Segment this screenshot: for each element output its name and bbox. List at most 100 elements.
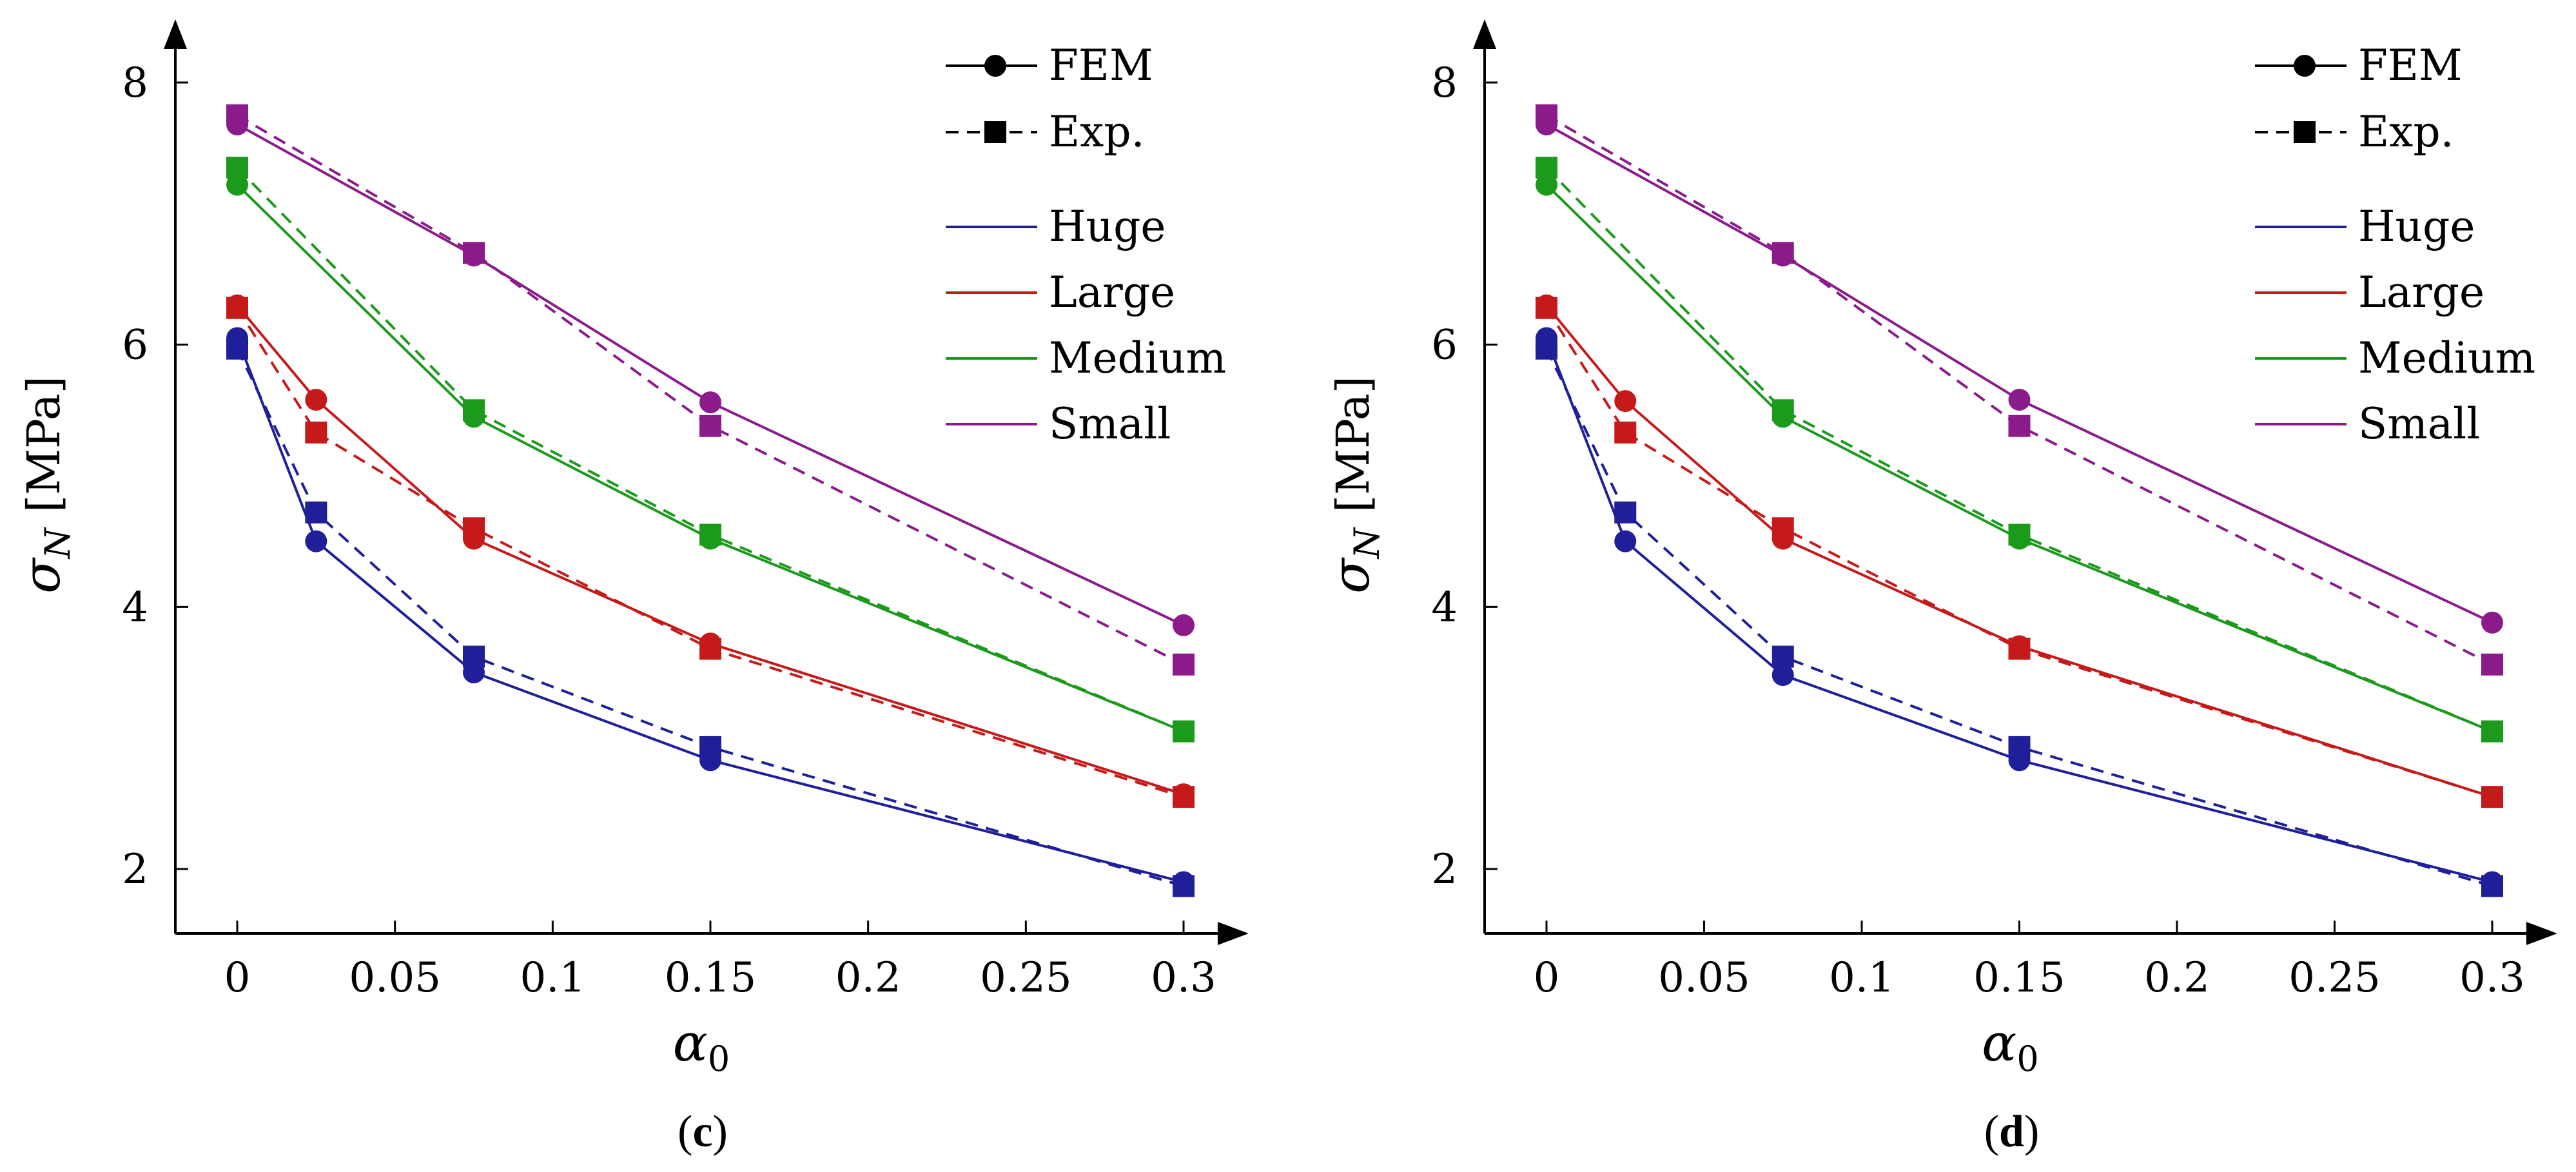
legend-huge-label: Huge [2358, 202, 2475, 251]
x-tick-label: 0.1 [1829, 954, 1895, 1002]
fem-circle-point [2008, 527, 2031, 550]
legend: FEM Exp. Huge Large Medium Small [946, 41, 1226, 449]
y-axis-label-symbol: σ [1321, 557, 1381, 594]
series-small-exp-line [1545, 114, 2493, 666]
fem-circle-point [2008, 749, 2031, 772]
exp-square-point [1614, 501, 1637, 523]
fem-circle-point [2481, 786, 2503, 808]
exp-square-point [305, 421, 327, 444]
fem-circle-point [226, 113, 248, 136]
y-tick-label: 6 [1431, 322, 1458, 369]
y-axis-label: σN [MPa] [12, 376, 78, 594]
exp-square-point [1173, 653, 1195, 676]
fem-circle-point [1536, 327, 1557, 349]
legend: FEM Exp. Huge Large Medium Small [2255, 41, 2535, 449]
exp-square-point [2481, 653, 2503, 676]
legend-huge-label: Huge [1049, 202, 1166, 251]
series-medium [226, 157, 1195, 743]
x-axis-arrow-icon [2526, 922, 2557, 945]
fem-circle-point [699, 527, 721, 550]
fem-circle-point [1173, 871, 1195, 894]
fem-circle-point [305, 530, 327, 552]
caption-letter: c [692, 1107, 712, 1157]
series-small-exp-line [236, 114, 1184, 666]
series-medium-fem-line [1545, 184, 2493, 733]
caption-close: ) [713, 1107, 728, 1157]
fem-circle-point [226, 327, 248, 349]
y-tick-label: 8 [1431, 59, 1458, 107]
y-axis-arrow-icon [1473, 19, 1496, 49]
exp-square-point [699, 415, 721, 437]
x-tick-label: 0.25 [2288, 954, 2381, 1002]
fem-circle-point [463, 527, 485, 550]
y-tick-label: 2 [1431, 846, 1458, 894]
x-axis-label: α0 [673, 1013, 730, 1079]
legend-exp-label: Exp. [1049, 107, 1145, 157]
fem-circle-point [699, 632, 721, 655]
exp-square-point [305, 501, 327, 523]
fem-circle-point [1614, 390, 1637, 413]
legend-fem-circle-icon [984, 55, 1006, 77]
series-small-fem-line [1546, 123, 2493, 624]
fem-circle-point [1771, 244, 1794, 267]
caption-letter: d [1999, 1107, 2024, 1157]
x-axis-label-symbol: α [673, 1013, 708, 1073]
x-tick-label: 0.25 [980, 954, 1072, 1002]
legend-medium-label: Medium [2358, 333, 2535, 383]
x-axis-label-subscript: 0 [2016, 1039, 2038, 1079]
fem-circle-point [1771, 405, 1794, 428]
series-large-exp-line [1545, 307, 2493, 799]
legend-large-label: Large [1049, 268, 1175, 317]
caption-open: ( [678, 1107, 692, 1157]
legend-small-label: Small [2358, 399, 2480, 449]
series-huge [226, 327, 1195, 897]
series-medium [1536, 157, 2503, 743]
series-medium-fem-line [236, 184, 1184, 733]
y-axis-label-subscript: N [1347, 527, 1387, 560]
fem-circle-point [2481, 611, 2503, 634]
fem-circle-point [226, 294, 248, 317]
legend-exp-label: Exp. [2358, 107, 2454, 157]
legend-fem-label: FEM [1049, 41, 1153, 90]
series-large-fem-line [1545, 304, 2493, 799]
fem-circle-point [1536, 113, 1557, 136]
fem-circle-point [463, 244, 485, 267]
series-small [226, 104, 1195, 676]
y-axis-label-subscript: N [37, 527, 78, 560]
x-axis-label-symbol: α [1982, 1013, 2016, 1073]
fem-circle-point [1173, 783, 1195, 806]
fem-circle-point [463, 405, 485, 428]
fem-circle-point [699, 391, 721, 414]
x-tick-label: 0.15 [665, 954, 757, 1002]
fem-circle-point [1771, 664, 1794, 687]
y-tick-label: 6 [122, 322, 148, 369]
series-large-fem-line [236, 304, 1184, 796]
caption-open: ( [1984, 1107, 1999, 1157]
fem-circle-point [2481, 720, 2503, 743]
caption-close: ) [2024, 1107, 2039, 1157]
x-axis-label: α0 [1982, 1013, 2038, 1079]
x-tick-label: 0.1 [520, 954, 585, 1002]
legend-fem-circle-icon [2294, 55, 2316, 77]
exp-square-point [2008, 415, 2031, 437]
legend-small-label: Small [1049, 399, 1171, 449]
fem-circle-point [2481, 871, 2503, 894]
series-small-fem-line [237, 123, 1184, 627]
y-axis-label: σN [MPa] [1321, 376, 1387, 594]
x-tick-label: 0.2 [2144, 954, 2210, 1002]
series-medium-exp-line [1545, 166, 2493, 733]
y-tick-label: 8 [122, 59, 148, 107]
y-tick-label: 2 [122, 846, 148, 894]
fem-circle-point [305, 389, 327, 411]
exp-square-point [1771, 645, 1794, 668]
series-small [1536, 104, 2503, 676]
x-tick-label: 0.2 [835, 954, 901, 1002]
x-tick-label: 0.3 [1151, 954, 1216, 1002]
y-axis-label-unit: [MPa] [17, 376, 70, 513]
y-tick-label: 4 [1431, 583, 1458, 631]
chart-panel-d: 0 0.05 0.1 0.15 0.2 0.25 0.32468α0σN[MPa]FEMEx… [1321, 19, 2557, 1157]
fem-circle-point [2008, 389, 2031, 411]
fem-circle-point [2008, 635, 2031, 658]
legend-medium-label: Medium [1049, 333, 1226, 383]
chart-panel-c: 0 0.05 0.1 0.15 0.2 0.25 0.32468α0σN[MPa]FEMEx… [12, 19, 1249, 1157]
